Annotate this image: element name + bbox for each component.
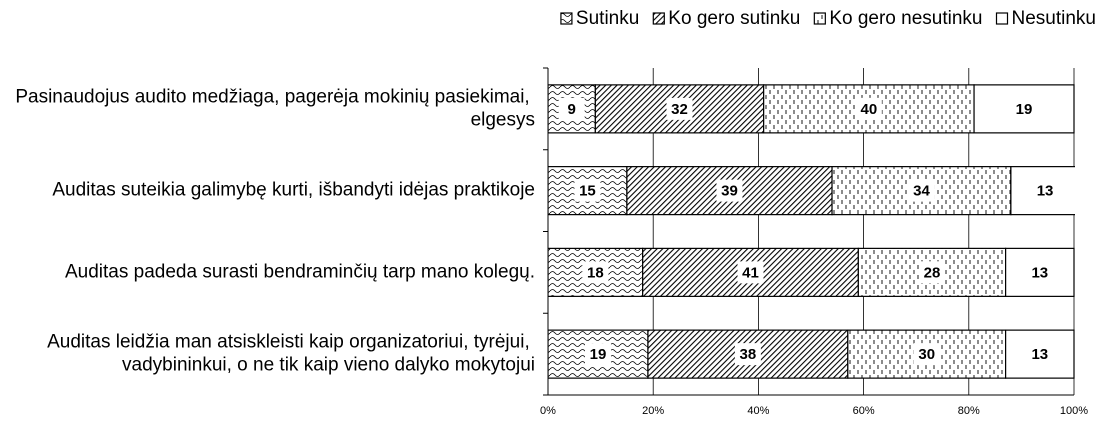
legend-swatch	[560, 12, 573, 25]
legend-label: Nesutinku	[1012, 8, 1097, 29]
value-label: 15	[579, 183, 596, 200]
legend-item: Nesutinku	[995, 8, 1097, 29]
value-label-box	[716, 179, 743, 202]
x-tick-label: 60%	[853, 405, 875, 417]
value-label-box	[855, 97, 882, 120]
value-label: 40	[861, 101, 878, 118]
value-label: 13	[1031, 264, 1048, 281]
category-label: Auditas leidžia man atsiskleisti kaip or…	[47, 332, 535, 376]
value-label: 18	[587, 264, 604, 281]
legend-item: Ko gero sutinku	[652, 8, 800, 29]
value-label: 19	[1016, 101, 1033, 118]
legend-item: Sutinku	[560, 8, 639, 29]
value-label-box	[1026, 343, 1053, 366]
value-label-box	[908, 179, 935, 202]
value-label-box	[574, 179, 601, 202]
legend-item: Ko gero nesutinku	[813, 8, 983, 29]
value-label: 32	[671, 101, 688, 118]
value-label-box	[1032, 179, 1059, 202]
x-tick-label: 20%	[642, 405, 664, 417]
value-label: 9	[567, 101, 575, 118]
value-label: 38	[740, 346, 757, 363]
category-label: Pasinaudojus audito medžiaga, pagerėja m…	[15, 86, 535, 130]
value-label: 30	[918, 346, 935, 363]
legend-label: Ko gero sutinku	[668, 8, 800, 29]
legend-swatch	[652, 12, 665, 25]
bar-segment	[548, 84, 596, 134]
value-label: 19	[590, 346, 607, 363]
value-label-box	[913, 343, 940, 366]
value-label-box	[1026, 261, 1053, 284]
category-label: Auditas suteikia galimybę kurti, išbandy…	[52, 180, 535, 201]
value-label-box	[558, 97, 585, 120]
value-label-box	[584, 343, 611, 366]
legend-swatch	[813, 12, 826, 25]
value-label-box	[918, 261, 945, 284]
value-label: 34	[913, 183, 930, 200]
value-label: 41	[742, 264, 759, 281]
value-label-box	[1011, 97, 1038, 120]
category-label: Auditas padeda surasti bendraminčių tarp…	[65, 261, 535, 282]
legend-label: Ko gero nesutinku	[829, 8, 982, 29]
x-tick-label: 40%	[747, 405, 769, 417]
value-label-box	[734, 343, 761, 366]
value-label: 13	[1031, 346, 1048, 363]
legend-label: Sutinku	[576, 8, 639, 29]
value-label-box	[666, 97, 693, 120]
x-tick-label: 80%	[958, 405, 980, 417]
x-tick-label: 0%	[540, 405, 556, 417]
value-label-box	[737, 261, 764, 284]
value-label: 13	[1037, 183, 1054, 200]
legend-swatch	[995, 12, 1009, 25]
value-label: 39	[721, 183, 738, 200]
x-tick-label: 100%	[1060, 405, 1088, 417]
value-label: 28	[924, 264, 941, 281]
value-label-box	[582, 261, 609, 284]
